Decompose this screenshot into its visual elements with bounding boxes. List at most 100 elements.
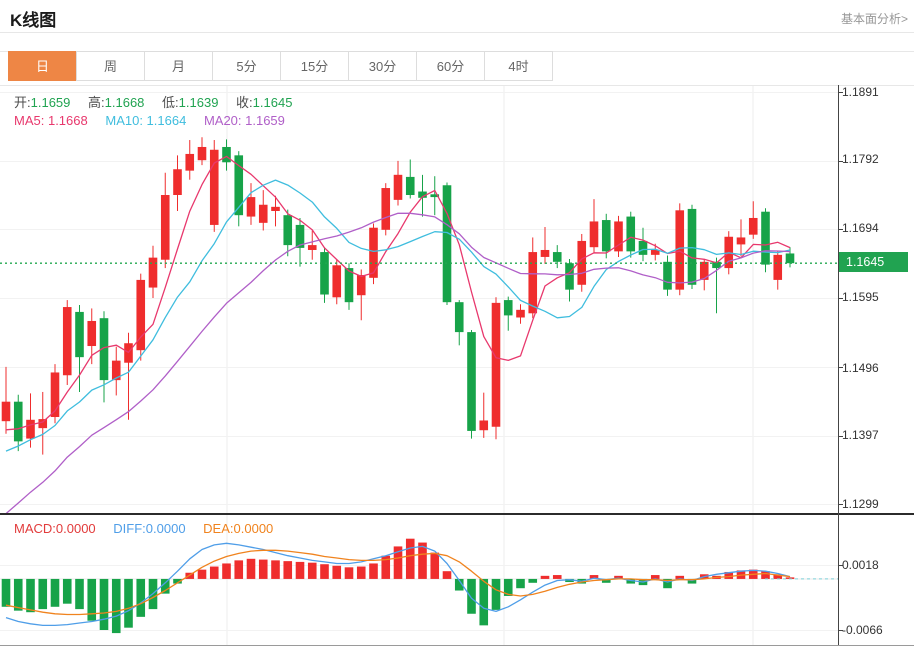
- candle-body: [650, 249, 660, 255]
- candle-body: [430, 194, 440, 198]
- macd-bar: [1, 578, 11, 607]
- candle-body: [761, 211, 770, 265]
- candle-body: [503, 300, 513, 316]
- macd-bar: [430, 552, 440, 579]
- candle-body: [234, 155, 244, 216]
- fundamental-analysis-link[interactable]: 基本面分析>: [840, 12, 908, 26]
- candle-body: [136, 279, 146, 351]
- candle-body: [454, 302, 464, 333]
- macd-bar: [467, 578, 476, 614]
- macd-bar: [773, 574, 783, 579]
- ma-legend-row: MA5: 1.1668 MA10: 1.1664 MA20: 1.1659: [14, 113, 299, 128]
- candle-body: [222, 146, 231, 163]
- candle-body: [173, 169, 182, 195]
- macd-bar: [50, 578, 60, 607]
- candle-body: [332, 265, 342, 298]
- tab-month[interactable]: 月: [144, 51, 213, 81]
- candle-body: [748, 217, 758, 235]
- macd-bar: [369, 563, 378, 579]
- ma5-legend: MA5: 1.1668: [14, 113, 88, 128]
- macd-bar: [724, 571, 734, 579]
- macd-bar: [761, 571, 770, 579]
- candle-body: [258, 204, 268, 223]
- tab-60min[interactable]: 60分: [416, 51, 485, 81]
- tab-week[interactable]: 周: [76, 51, 145, 81]
- tab-day[interactable]: 日: [8, 51, 77, 81]
- tab-4hour[interactable]: 4时: [484, 51, 553, 81]
- macd-legend-row: MACD:0.0000 DIFF:0.0000 DEA:0.0000: [14, 521, 287, 536]
- candle-body: [675, 210, 685, 290]
- y-axis-label: 1.1299: [842, 497, 879, 511]
- macd-bar: [614, 575, 623, 579]
- macd-bar: [381, 555, 391, 579]
- macd-bar: [663, 578, 672, 589]
- tab-5min[interactable]: 5分: [212, 51, 281, 81]
- diff-legend: DIFF:0.0000: [113, 521, 186, 536]
- candle-body: [516, 309, 525, 318]
- candle-body: [491, 302, 501, 427]
- dea-line: [5, 549, 791, 616]
- y-axis-label: 1.1694: [842, 221, 879, 235]
- macd-bar: [136, 578, 146, 617]
- candle-body: [209, 149, 219, 225]
- y-axis-label: 1.1792: [842, 152, 879, 166]
- candle-body: [185, 153, 195, 171]
- candle-body: [712, 261, 721, 269]
- macd-bar: [565, 578, 574, 583]
- macd-bar: [650, 575, 660, 579]
- candle-body: [320, 252, 329, 295]
- tab-15min[interactable]: 15分: [280, 51, 349, 81]
- candle-body: [369, 227, 378, 278]
- candle-body: [638, 240, 648, 255]
- low-label: 低:: [162, 95, 179, 110]
- candle-body: [418, 191, 427, 198]
- candle-body: [148, 257, 158, 288]
- chart-region[interactable]: [0, 85, 914, 648]
- macd-bar: [271, 560, 280, 579]
- macd-bar: [393, 546, 403, 579]
- close-value: 1.1645: [252, 95, 293, 110]
- macd-bar: [38, 578, 48, 610]
- candle-body: [87, 320, 97, 347]
- candle-body: [111, 360, 121, 381]
- y-axis-label: 1.1595: [842, 290, 879, 304]
- macd-bar: [540, 575, 550, 579]
- low-value: 1.1639: [178, 95, 219, 110]
- y-axis-label: 1.1891: [842, 85, 879, 99]
- macd-bar: [320, 564, 329, 579]
- ma5-line: [5, 155, 791, 431]
- candle-body: [393, 174, 403, 200]
- macd-bar: [344, 567, 354, 579]
- y-axis-label: 1.1496: [842, 361, 879, 375]
- macd-bar: [589, 575, 599, 579]
- macd-bar: [62, 578, 72, 604]
- macd-bar: [418, 542, 427, 579]
- candle-body: [75, 311, 84, 358]
- macd-bar: [124, 578, 133, 628]
- dea-legend: DEA:0.0000: [203, 521, 274, 536]
- candle-body: [773, 254, 783, 280]
- candle-body: [785, 253, 795, 264]
- macd-bar: [626, 578, 636, 584]
- macd-bar: [283, 561, 293, 579]
- macd-bar: [601, 578, 611, 583]
- tab-30min[interactable]: 30分: [348, 51, 417, 81]
- candlestick-macd-chart[interactable]: [0, 85, 914, 648]
- candle-body: [540, 249, 550, 257]
- ma10-line: [5, 179, 791, 452]
- candle-body: [552, 252, 562, 262]
- candle-body: [687, 208, 697, 285]
- macd-bar: [491, 578, 501, 610]
- candle-body: [528, 252, 538, 314]
- candle-body: [26, 419, 35, 439]
- macd-bar: [405, 538, 415, 579]
- macd-bar: [246, 558, 256, 579]
- candle-body: [467, 332, 476, 431]
- macd-bar: [295, 561, 305, 579]
- candle-body: [699, 261, 709, 280]
- macd-bar: [675, 575, 685, 579]
- candle-body: [38, 419, 48, 429]
- macd-bar: [197, 569, 207, 579]
- macd-bar: [173, 578, 182, 584]
- macd-legend: MACD:0.0000: [14, 521, 96, 536]
